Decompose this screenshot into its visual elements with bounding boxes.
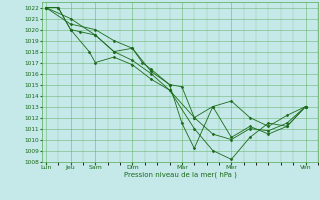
X-axis label: Pression niveau de la mer( hPa ): Pression niveau de la mer( hPa )	[124, 171, 236, 178]
